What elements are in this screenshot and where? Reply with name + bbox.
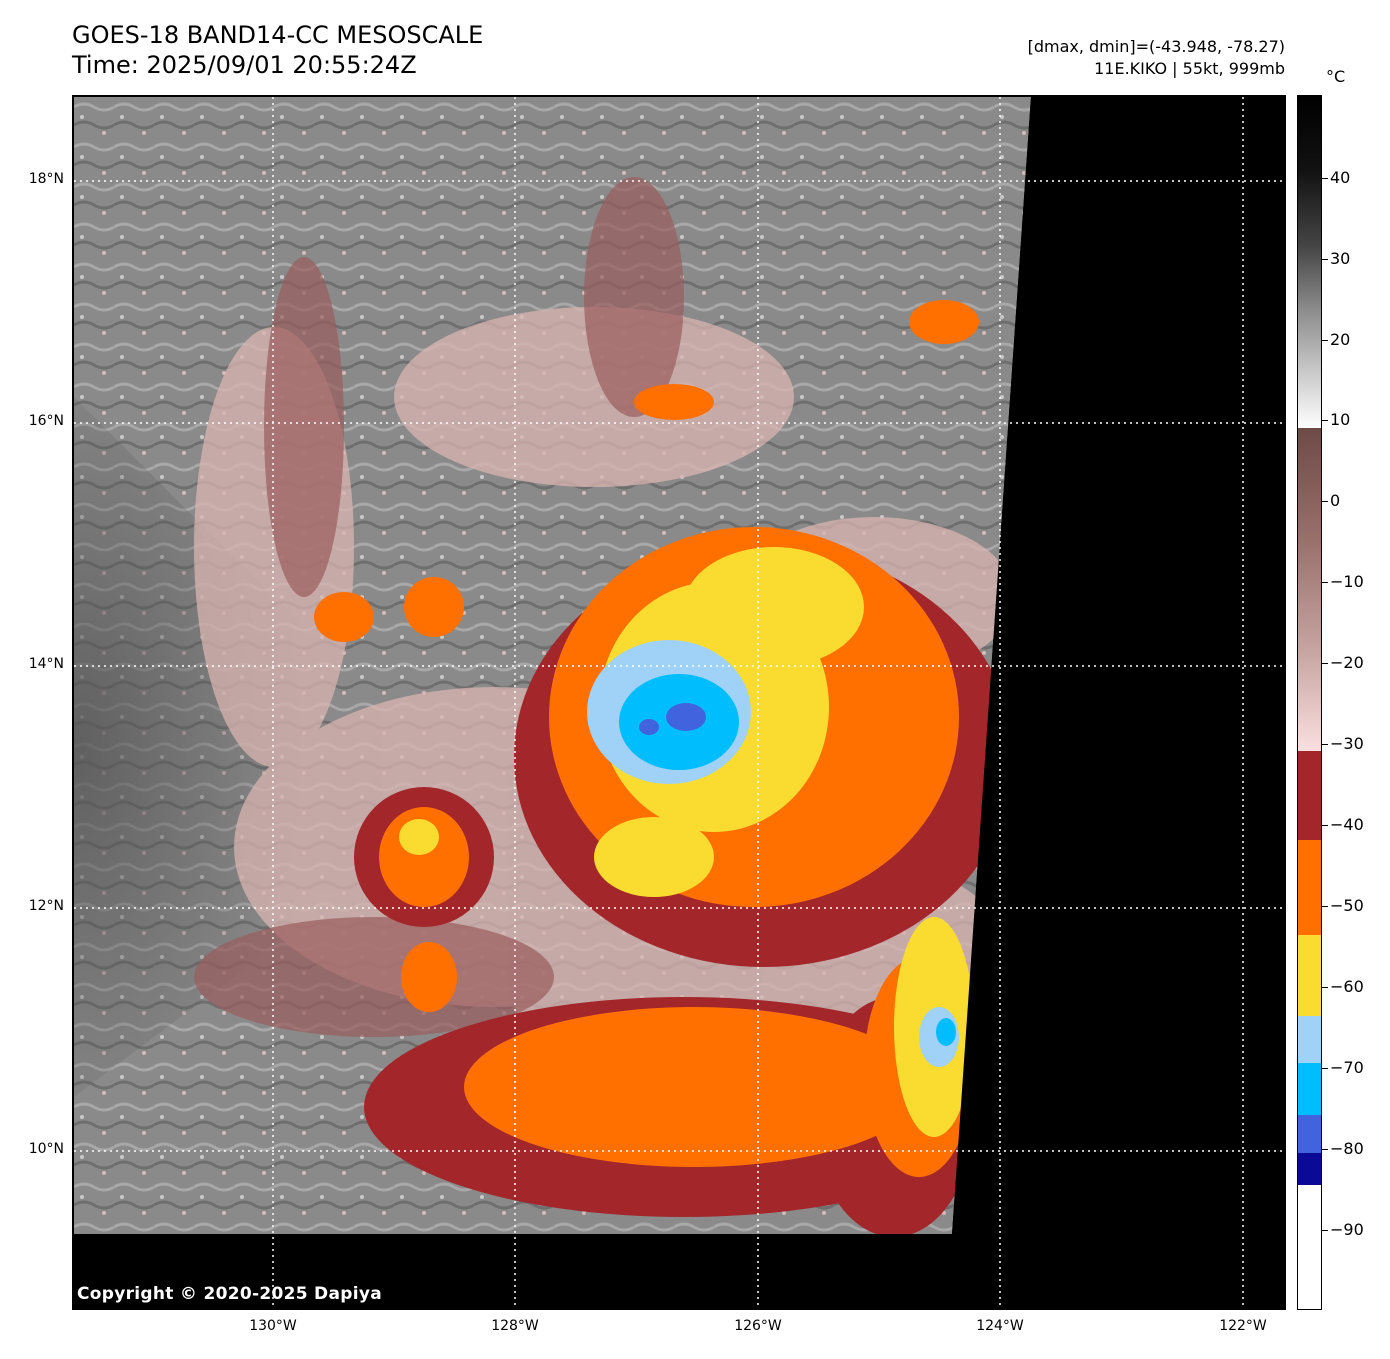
colorbar-yellow-band	[1298, 935, 1321, 1016]
colorbar-label-30: 30	[1330, 249, 1351, 268]
colorbar-label-minus10: −10	[1330, 572, 1364, 591]
colorbar-tick	[1322, 178, 1328, 179]
colorbar-tick	[1322, 987, 1328, 988]
colorbar-tick	[1322, 1230, 1328, 1231]
temperature-range: [dmax, dmin]=(-43.948, -78.27)	[1027, 37, 1285, 56]
colorbar-white-band	[1298, 1185, 1321, 1309]
colorbar-tick	[1322, 744, 1328, 745]
colorbar-label-minus50: −50	[1330, 896, 1364, 915]
satellite-imagery	[74, 97, 1284, 1308]
colorbar-label-0: 0	[1330, 491, 1341, 510]
colorbar-cyan-band	[1298, 1063, 1321, 1115]
colorbar-label-minus90: −90	[1330, 1220, 1364, 1239]
colorbar-tick	[1322, 663, 1328, 664]
copyright-text: Copyright © 2020-2025 Dapiya	[77, 1284, 382, 1304]
colorbar-tick	[1322, 906, 1328, 907]
lon-label-122w: 122°W	[1219, 1318, 1267, 1334]
colorbar-tick	[1322, 1149, 1328, 1150]
lon-label-130w: 130°W	[249, 1318, 297, 1334]
colorbar	[1297, 95, 1322, 1310]
colorbar-tick	[1322, 259, 1328, 260]
colorbar-tick	[1322, 825, 1328, 826]
colorbar-label-20: 20	[1330, 330, 1351, 349]
colorbar-orange-band	[1298, 840, 1321, 935]
lat-label-16n: 16°N	[28, 413, 64, 429]
colorbar-tick	[1322, 340, 1328, 341]
colorbar-tick	[1322, 501, 1328, 502]
colorbar-label-minus80: −80	[1330, 1139, 1364, 1158]
colorbar-tick	[1322, 1068, 1328, 1069]
lat-label-18n: 18°N	[28, 171, 64, 187]
colorbar-label-minus30: −30	[1330, 734, 1364, 753]
map-time: Time: 2025/09/01 20:55:24Z	[72, 51, 417, 79]
colorbar-tick	[1322, 582, 1328, 583]
colorbar-label-minus40: −40	[1330, 815, 1364, 834]
colorbar-red-band	[1298, 751, 1321, 840]
storm-info: 11E.KIKO | 55kt, 999mb	[1094, 59, 1285, 78]
lat-label-10n: 10°N	[28, 1141, 64, 1157]
colorbar-label-10: 10	[1330, 410, 1351, 429]
lon-label-128w: 128°W	[491, 1318, 539, 1334]
colorbar-lightblue-band	[1298, 1016, 1321, 1063]
colorbar-label-minus60: −60	[1330, 977, 1364, 996]
lat-label-14n: 14°N	[28, 656, 64, 672]
colorbar-tick	[1322, 420, 1328, 421]
colorbar-unit: °C	[1326, 67, 1346, 86]
colorbar-gray-band	[1298, 96, 1321, 428]
colorbar-navy-band	[1298, 1153, 1321, 1185]
lon-label-124w: 124°W	[976, 1318, 1024, 1334]
colorbar-label-minus70: −70	[1330, 1058, 1364, 1077]
colorbar-brown-band	[1298, 428, 1321, 751]
lon-label-126w: 126°W	[734, 1318, 782, 1334]
map-title: GOES-18 BAND14-CC MESOSCALE	[72, 21, 484, 49]
colorbar-blue-band	[1298, 1115, 1321, 1153]
colorbar-label-minus20: −20	[1330, 653, 1364, 672]
colorbar-label-40: 40	[1330, 168, 1351, 187]
satellite-map[interactable]	[72, 95, 1286, 1310]
lat-label-12n: 12°N	[28, 898, 64, 914]
